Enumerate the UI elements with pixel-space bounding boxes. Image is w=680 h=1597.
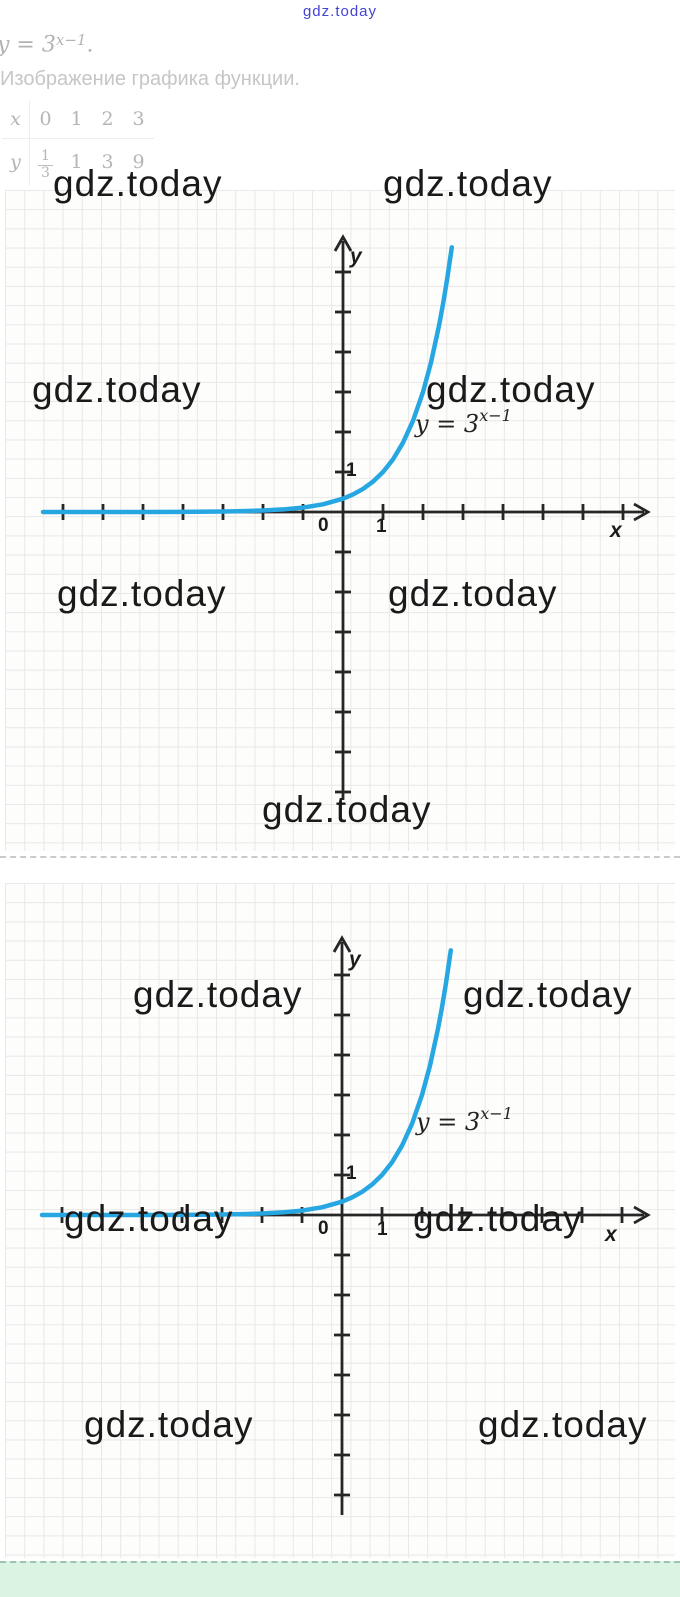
origin-label: 0 xyxy=(318,515,329,536)
watermark-text: gdz.today xyxy=(463,974,633,1015)
y-tick-label-1: 1 xyxy=(346,460,357,481)
equation-lead: y = 3 xyxy=(415,410,480,438)
formula-heading: y = 3x−1. xyxy=(0,29,93,57)
y-axis-arrow-icon xyxy=(333,234,353,252)
function-curve xyxy=(39,948,454,1218)
equation-exponent: x−1 xyxy=(479,406,512,425)
watermark-text: gdz.today xyxy=(413,1198,583,1239)
table-cell: 1 xyxy=(70,151,83,173)
formula-period: . xyxy=(86,32,94,58)
table-cell: 0 xyxy=(39,108,52,130)
footer-band xyxy=(0,1561,680,1597)
watermark-text: gdz.today xyxy=(32,369,202,410)
curve-equation-label: y = 3x−1 xyxy=(415,408,512,438)
axes-canvas-2 xyxy=(39,935,651,1515)
table-row-label: x xyxy=(2,100,30,138)
table-cell: 3 xyxy=(132,108,145,130)
graph-2-grid xyxy=(5,883,675,1558)
watermark-text: gdz.today xyxy=(388,573,558,614)
header-bar: gdz.today xyxy=(0,3,680,21)
table-row-label: y xyxy=(2,139,30,185)
y-tick-label-1: 1 xyxy=(346,1163,357,1184)
origin-label: 0 xyxy=(318,1218,329,1239)
watermark-text: gdz.today xyxy=(84,1404,254,1445)
x-tick-label-1: 1 xyxy=(376,516,387,537)
watermark-text: gdz.today xyxy=(262,789,432,830)
watermark-text: gdz.today xyxy=(53,163,223,204)
function-curve xyxy=(40,245,455,515)
watermark-text: gdz.today xyxy=(383,163,553,204)
axes-canvas-1 xyxy=(40,234,651,800)
x-axis-arrow-icon xyxy=(633,1205,651,1225)
watermark-text: gdz.today xyxy=(426,369,596,410)
site-logo[interactable]: gdz.today xyxy=(302,3,378,20)
formula-lead: y = 3 xyxy=(0,32,56,58)
x-axis-arrow-icon xyxy=(633,502,651,522)
curve-equation-label: y = 3x−1 xyxy=(416,1106,513,1136)
x-axis-label: x xyxy=(605,1223,617,1246)
y-axis-arrow-icon xyxy=(332,935,352,953)
dashed-separator xyxy=(0,856,680,858)
y-axis-label: y xyxy=(349,948,361,971)
graph-1-grid xyxy=(5,190,675,851)
watermark-text: gdz.today xyxy=(64,1198,234,1239)
y-axis-label: y xyxy=(350,245,362,268)
equation-lead: y = 3 xyxy=(416,1108,481,1136)
table-cell: 1 xyxy=(70,108,83,130)
equation-exponent: x−1 xyxy=(480,1104,513,1123)
table-cell: 9 xyxy=(132,151,145,173)
x-tick-label-1: 1 xyxy=(377,1219,388,1240)
x-axis-label: x xyxy=(610,519,622,542)
formula-exponent: x−1 xyxy=(55,31,87,49)
table-cell: 2 xyxy=(101,108,114,130)
watermark-text: gdz.today xyxy=(57,573,227,614)
subtitle-text: Изображение графика функции. xyxy=(0,68,300,90)
watermark-text: gdz.today xyxy=(478,1404,648,1445)
watermark-text: gdz.today xyxy=(133,974,303,1015)
table-cell: 3 xyxy=(101,151,114,173)
